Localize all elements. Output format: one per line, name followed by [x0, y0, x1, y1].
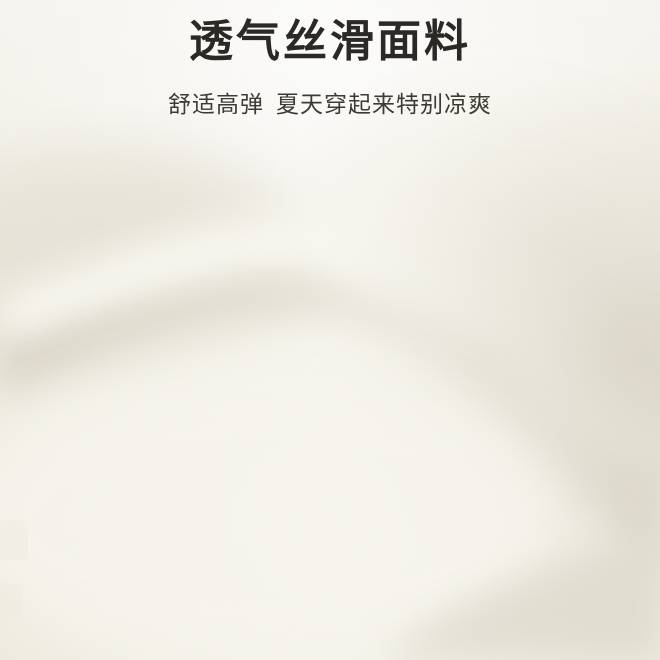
subheadline-left: 舒适高弹 [168, 92, 264, 118]
headline: 透气丝滑面料 [189, 16, 471, 67]
subheadline-right: 夏天穿起来特别凉爽 [276, 92, 492, 118]
subheadline: 舒适高弹 夏天穿起来特别凉爽 [0, 88, 660, 122]
